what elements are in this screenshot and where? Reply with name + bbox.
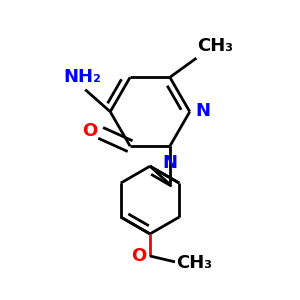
Text: N: N — [162, 154, 177, 172]
Text: O: O — [131, 247, 146, 265]
Text: NH₂: NH₂ — [63, 68, 101, 86]
Text: N: N — [195, 102, 210, 120]
Text: CH₃: CH₃ — [197, 37, 233, 55]
Text: CH₃: CH₃ — [176, 254, 212, 272]
Text: O: O — [82, 122, 97, 140]
